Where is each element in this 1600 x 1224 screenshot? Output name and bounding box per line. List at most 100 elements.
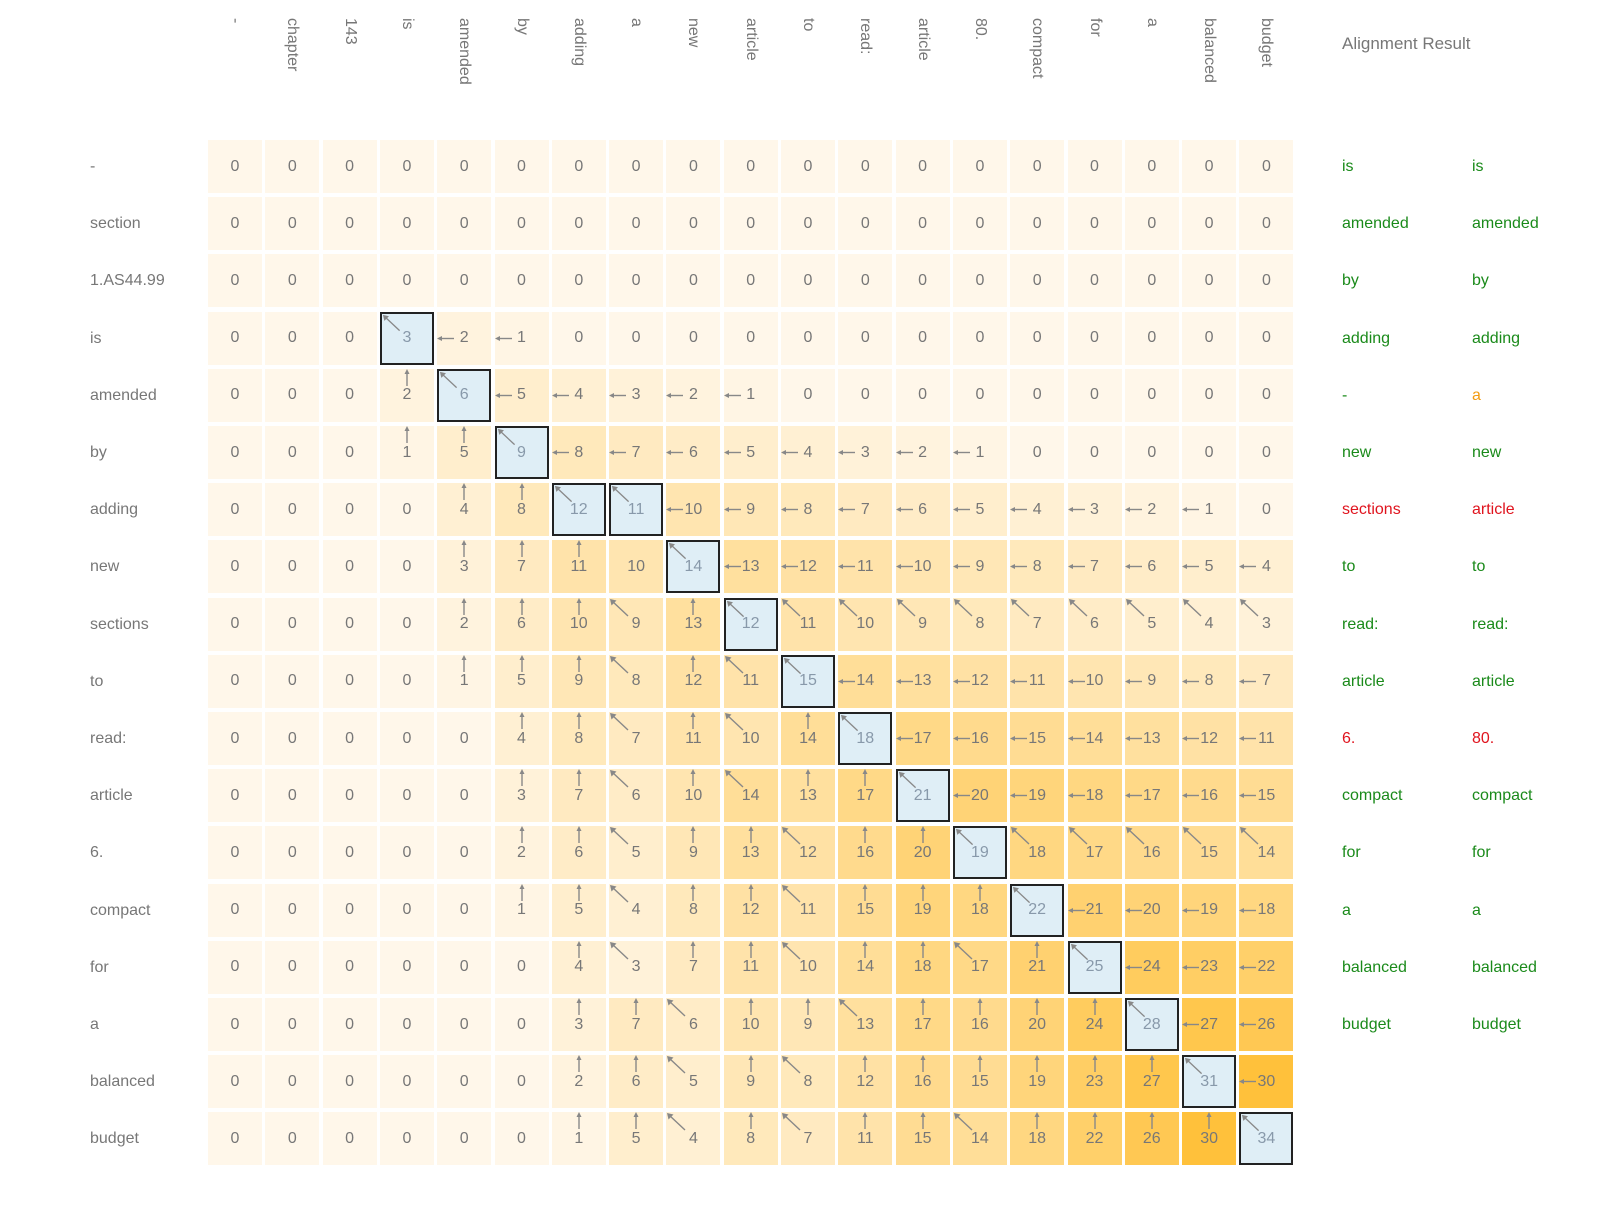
arrow-icon [1124,964,1142,970]
arrow-icon [920,883,926,901]
cell-value: 1 [517,329,526,347]
alignment-right-token: article [1472,501,1515,519]
cell-value: 0 [975,214,985,232]
matrix-cell: 13 [1124,712,1179,765]
matrix-cell: 6 [609,769,664,823]
matrix-cell: 4 [609,883,664,937]
column-header-label: amended [456,18,474,85]
cell-value: 15 [799,672,817,690]
cell-value: 0 [287,443,297,461]
column-header-label: for [1086,18,1104,37]
cell-value: 0 [631,329,641,347]
alignment-left-token: by [1342,272,1359,290]
arrow-icon [782,1056,801,1074]
row-label: amended [90,386,157,404]
cell-value: 0 [459,271,469,289]
arrow-icon [1239,1022,1257,1027]
matrix-cell: 0 [1010,426,1065,479]
matrix-cell: 0 [322,940,377,994]
arrow-icon [1010,736,1028,741]
matrix-cell: 0 [1067,140,1122,193]
cell-value: 8 [688,901,698,919]
arrow-icon [1034,1112,1040,1130]
matrix-cell: 0 [1010,140,1065,193]
arrow-icon [838,507,856,513]
arrow-icon [862,1055,868,1073]
cell-value: 10 [1085,672,1104,690]
matrix-cell: 2 [895,426,950,479]
matrix-cell: 24 [1124,940,1179,994]
matrix-cell: 8 [494,483,549,537]
matrix-cell: 2 [494,826,549,880]
cell-value: 0 [860,386,870,404]
column-header: 143 [333,18,373,118]
column-header-label: compact [1029,18,1047,79]
row-label: adding [90,501,139,519]
cell-value: 0 [230,843,240,861]
arrow-icon [666,507,684,513]
arrow-icon [461,426,467,443]
column-header-label: by [513,18,531,35]
matrix-cell: 3 [551,998,606,1051]
arrow-icon [862,940,868,958]
cell-value: 0 [1204,443,1214,461]
matrix-cell: 20 [1124,883,1179,937]
cell-value: 7 [631,443,641,461]
matrix-cell: 12 [723,883,778,937]
cell-value: 21 [913,786,932,804]
arrow-icon [977,998,983,1015]
cell-value: 8 [803,500,813,518]
matrix-cell: 1 [723,368,778,422]
matrix-cell: 0 [895,197,950,251]
cell-value: 10 [684,786,703,804]
cell-value: 0 [1147,214,1157,232]
matrix-cell: 15 [895,1112,950,1166]
matrix-cell: 8 [723,1112,778,1166]
matrix-cell: 0 [494,140,549,193]
matrix-cell: 7 [609,998,664,1051]
arrow-icon [1013,886,1031,903]
matrix-cell: 4 [1010,483,1065,537]
cell-value: 0 [402,214,412,232]
cell-value: 4 [517,729,526,747]
cell-value: 5 [975,500,985,518]
matrix-cell: 2 [379,368,434,422]
matrix-cell: 12 [666,654,721,708]
cell-value: 0 [345,672,355,690]
matrix-cell: 0 [551,254,606,308]
cell-value: 21 [1028,958,1047,976]
matrix-cell: 17 [895,712,950,765]
arrow-icon [440,371,458,388]
matrix-cell: 0 [265,483,320,537]
matrix-cell: 0 [208,368,262,422]
arrow-icon [1067,507,1085,513]
cell-value: 0 [517,1072,526,1090]
cell-value: 11 [799,615,817,633]
cell-value: 4 [1261,557,1271,575]
matrix-cell: 27 [1124,1055,1179,1109]
cell-value: 8 [574,443,584,461]
arrow-icon [612,486,630,503]
matrix-cell: 12 [838,1055,893,1109]
matrix-cell: 0 [494,1112,549,1166]
matrix-cell: 0 [322,540,377,594]
cell-value: 0 [918,157,928,175]
matrix-cell: 12 [781,826,835,880]
cell-value: 0 [402,1072,412,1090]
arrow-icon [1010,564,1028,570]
arrow-icon [1067,678,1085,684]
matrix-cell: 0 [1239,311,1294,365]
alignment-right-token: balanced [1472,958,1537,976]
cell-value: 11 [742,672,759,690]
matrix-cell: 11 [781,883,835,937]
cell-value: 0 [345,443,355,461]
matrix-cell: 0 [723,254,778,308]
arrow-icon [666,450,684,455]
arrow-icon [748,998,754,1015]
matrix-cell: 6 [895,483,950,537]
cell-value: 5 [517,672,526,690]
cell-value: 14 [684,557,703,575]
cell-value: 24 [1085,1015,1104,1033]
arrow-icon [610,598,629,617]
arrow-icon [953,1113,973,1131]
